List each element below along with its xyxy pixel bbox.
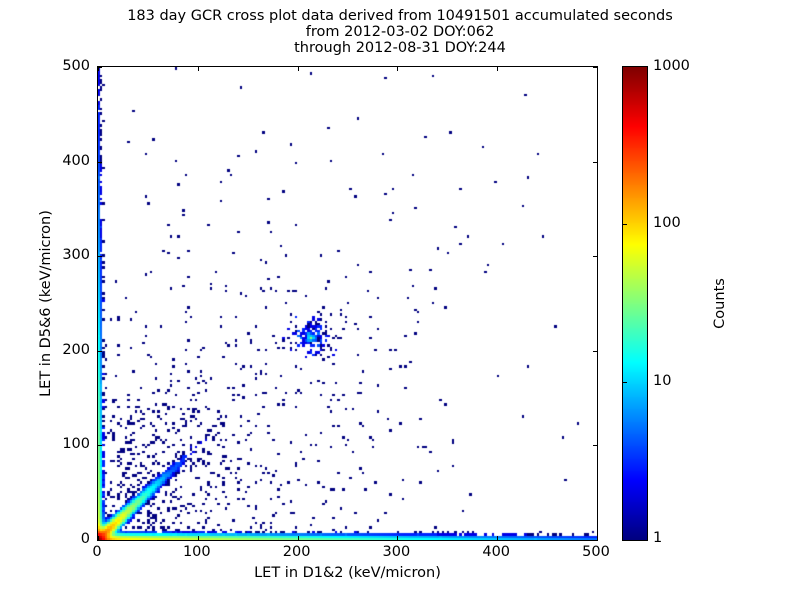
scatter-heatmap xyxy=(98,67,597,540)
y-tick-right-3 xyxy=(593,256,597,258)
y-tick-4 xyxy=(98,161,102,163)
y-tick-label-1: 100 xyxy=(62,436,90,453)
x-tick-0 xyxy=(98,536,99,540)
colorbar-tick-label-2: 100 xyxy=(653,215,681,232)
x-tick-label-1: 100 xyxy=(182,544,211,560)
y-tick-right-4 xyxy=(593,161,597,163)
x-tick-top-1 xyxy=(197,67,199,71)
x-tick-label-2: 200 xyxy=(282,544,311,560)
y-tick-3 xyxy=(98,256,102,258)
colorbar-title: Counts xyxy=(712,278,728,329)
y-tick-label-3: 300 xyxy=(62,247,90,264)
colorbar-tick-1 xyxy=(623,381,627,383)
y-tick-right-1 xyxy=(593,445,597,447)
y-tick-label-2: 200 xyxy=(62,341,90,358)
y-tick-label-0: 0 xyxy=(80,531,90,547)
x-tick-2 xyxy=(297,536,299,540)
x-tick-1 xyxy=(197,536,199,540)
x-tick-top-3 xyxy=(397,67,399,71)
colorbar xyxy=(622,66,648,541)
y-axis-title: LET in D5&6 (keV/micron) xyxy=(38,210,54,397)
plot-title-line-3: through 2012-08-31 DOY:244 xyxy=(294,40,506,56)
y-tick-0 xyxy=(98,540,102,541)
plot-axes xyxy=(97,66,598,541)
x-tick-4 xyxy=(497,536,499,540)
x-axis-title: LET in D1&2 (keV/micron) xyxy=(254,565,441,581)
colorbar-tick-label-3: 1000 xyxy=(653,58,690,74)
x-tick-top-4 xyxy=(497,67,499,71)
x-tick-top-5 xyxy=(597,67,598,71)
y-tick-2 xyxy=(98,350,102,352)
x-tick-label-5: 500 xyxy=(582,544,610,560)
x-tick-label-4: 400 xyxy=(482,544,511,560)
x-tick-label-3: 300 xyxy=(382,544,411,560)
y-tick-label-4: 400 xyxy=(62,152,90,169)
x-tick-5 xyxy=(597,536,598,540)
y-tick-right-2 xyxy=(593,350,597,352)
y-tick-5 xyxy=(98,67,102,68)
y-tick-right-0 xyxy=(593,540,597,541)
y-tick-right-5 xyxy=(593,67,597,68)
y-tick-label-5: 500 xyxy=(62,58,90,74)
colorbar-tick-2 xyxy=(623,224,627,226)
x-tick-label-0: 0 xyxy=(92,544,102,560)
x-tick-top-2 xyxy=(297,67,299,71)
colorbar-tick-label-1: 10 xyxy=(653,372,672,389)
y-tick-1 xyxy=(98,445,102,447)
plot-title: 183 day GCR cross plot data derived from… xyxy=(0,8,800,56)
plot-title-line-2: from 2012-03-02 DOY:062 xyxy=(305,24,495,40)
colorbar-tick-label-0: 1 xyxy=(653,530,663,546)
x-tick-3 xyxy=(397,536,399,540)
x-tick-top-0 xyxy=(98,67,99,71)
plot-title-line-1: 183 day GCR cross plot data derived from… xyxy=(127,8,673,24)
colorbar-gradient xyxy=(623,67,647,540)
